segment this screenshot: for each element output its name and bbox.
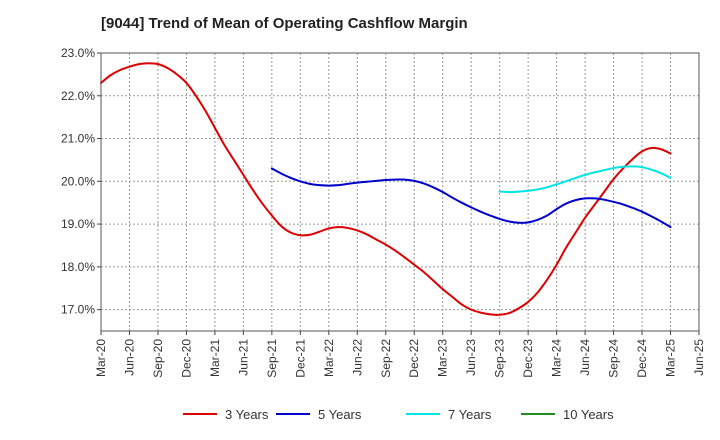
x-tick-label: Dec-21 — [293, 339, 307, 378]
series-lines — [100, 62, 672, 316]
x-tick-label: Mar-23 — [436, 339, 450, 377]
x-tick-label: Mar-21 — [208, 339, 222, 377]
legend-label: 7 Years — [448, 407, 492, 422]
x-tick-label: Dec-23 — [521, 339, 535, 378]
x-tick-label: Mar-20 — [94, 339, 108, 377]
legend-label: 5 Years — [318, 407, 362, 422]
legend-label: 10 Years — [563, 407, 614, 422]
y-tick-label: 21.0% — [61, 132, 95, 146]
x-tick-label: Jun-21 — [236, 339, 250, 376]
x-tick-label: Sep-21 — [265, 339, 279, 378]
x-tick-label: Dec-22 — [407, 339, 421, 378]
x-tick-label: Sep-22 — [379, 339, 393, 378]
x-tick-label: Jun-20 — [122, 339, 136, 376]
x-tick-label: Mar-24 — [550, 339, 564, 377]
legend-label: 3 Years — [225, 407, 269, 422]
chart-title: [9044] Trend of Mean of Operating Cashfl… — [101, 15, 468, 32]
y-tick-label: 18.0% — [61, 260, 95, 274]
x-tick-label: Mar-25 — [664, 339, 678, 377]
series-line-2 — [270, 167, 672, 229]
y-tick-label: 22.0% — [61, 89, 95, 103]
legend: 3 Years 5 Years 7 Years 10 Years — [183, 407, 614, 422]
x-tick-label: Sep-23 — [493, 339, 507, 378]
x-tick-label: Jun-25 — [692, 339, 706, 376]
y-tick-label: 23.0% — [61, 46, 95, 60]
x-tick-label: Sep-24 — [607, 339, 621, 378]
x-tick-label: Mar-22 — [322, 339, 336, 377]
y-tick-label: 19.0% — [61, 217, 95, 231]
y-tick-label: 20.0% — [61, 174, 95, 188]
y-tick-label: 17.0% — [61, 303, 95, 317]
x-tick-label: Jun-23 — [464, 339, 478, 376]
x-tick-label: Dec-24 — [635, 339, 649, 378]
series-line-3 — [498, 165, 672, 193]
grid — [101, 53, 699, 331]
series-line-1 — [100, 62, 672, 316]
x-tick-label: Jun-24 — [578, 339, 592, 376]
x-tick-label: Jun-22 — [350, 339, 364, 376]
x-tick-label: Sep-20 — [151, 339, 165, 378]
x-tick-label: Dec-20 — [179, 339, 193, 378]
axes: Mar-20 Jun-20 Sep-20 Dec-20 Mar-21 Jun-21 Sep-… — [61, 46, 706, 378]
plot-frame — [100, 52, 700, 332]
